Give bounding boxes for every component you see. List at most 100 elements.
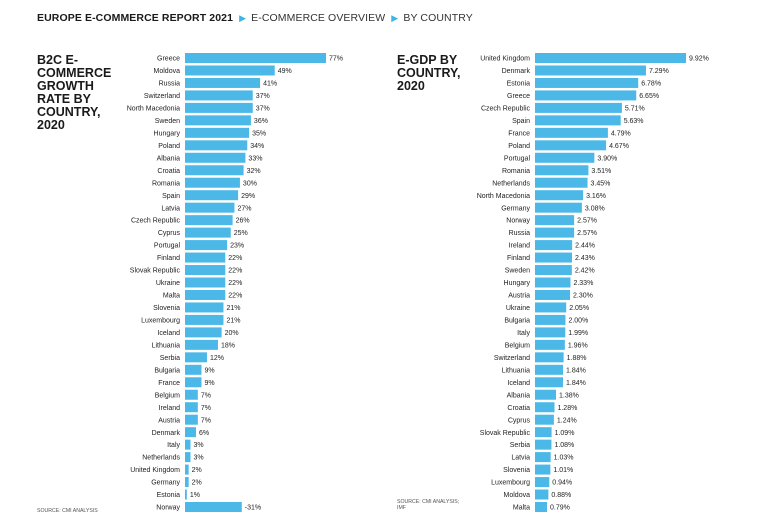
bar: [535, 477, 550, 488]
bar: [185, 314, 224, 325]
value-label: 5.63%: [624, 118, 644, 125]
category-label: France: [508, 130, 530, 137]
category-label: Lithuania: [502, 367, 531, 374]
breadcrumb-by-country[interactable]: BY COUNTRY: [403, 12, 473, 24]
value-label: 22%: [228, 293, 242, 300]
category-label: Greece: [507, 93, 530, 100]
value-label: 2.05%: [569, 305, 589, 312]
bar: [535, 53, 686, 63]
category-label: Luxembourg: [141, 318, 180, 325]
value-label: 2.43%: [575, 255, 595, 262]
chart-title-growth: B2C E-COMMERCE GROWTH RATE BY COUNTRY, 2…: [37, 53, 112, 132]
category-label: Switzerland: [144, 93, 180, 100]
value-label: 0.88%: [551, 492, 571, 499]
value-label: 7%: [201, 417, 211, 424]
bar: [535, 302, 567, 313]
category-label: Iceland: [507, 380, 530, 387]
value-label: 6.78%: [641, 81, 661, 88]
category-label: Ireland: [509, 243, 531, 250]
value-label: 1.24%: [557, 417, 577, 424]
category-label: Bulgaria: [154, 367, 180, 374]
bar: [185, 352, 207, 363]
bar: [535, 277, 571, 288]
value-label: 32%: [247, 168, 261, 175]
category-label: Germany: [501, 205, 530, 212]
category-label: Slovenia: [503, 467, 530, 474]
bar: [535, 402, 555, 413]
bar: [185, 152, 246, 163]
value-label: 18%: [221, 342, 235, 349]
bar: [535, 102, 622, 113]
bar: [535, 352, 564, 363]
category-label: Albania: [157, 155, 180, 162]
value-label: 3.51%: [591, 168, 611, 175]
category-label: United Kingdom: [130, 467, 180, 474]
bar: [185, 464, 189, 475]
value-label: 4.79%: [611, 130, 631, 137]
category-label: Portugal: [504, 155, 531, 162]
category-label: Moldova: [504, 492, 531, 499]
value-label: 1.01%: [553, 467, 573, 474]
value-label: 3.45%: [591, 180, 611, 187]
category-label: Czech Republic: [131, 218, 181, 225]
bar: [185, 90, 253, 101]
value-label: 1.96%: [568, 342, 588, 349]
value-label: 77%: [329, 56, 343, 63]
value-label: 1.38%: [559, 392, 579, 399]
value-label: 1.88%: [567, 355, 587, 362]
category-label: Iceland: [157, 330, 180, 337]
bar: [535, 65, 646, 76]
value-label: 3.16%: [586, 193, 606, 200]
bar: [185, 339, 218, 350]
category-label: Belgium: [505, 342, 530, 349]
bar: [185, 364, 202, 375]
bar: [185, 477, 189, 488]
bar: [185, 127, 250, 138]
bar: [535, 177, 588, 188]
bar: [185, 202, 235, 213]
value-label: 20%: [225, 330, 239, 337]
growth-rate-bar-chart: Greece 77% Moldova 49% Russia 41% Switzerland 3…: [127, 53, 343, 512]
category-label: Bulgaria: [504, 318, 530, 325]
bar: [535, 265, 572, 276]
bar: [185, 252, 226, 263]
value-label: 37%: [256, 93, 270, 100]
value-label: 2%: [192, 467, 202, 474]
value-label: 1%: [190, 492, 200, 499]
egdp-bar-chart: United Kingdom 9.92% Denmark 7.29% Estonia 6.…: [477, 53, 709, 512]
value-label: 22%: [228, 268, 242, 275]
category-label: North Macedonia: [477, 193, 530, 200]
value-label: -31%: [245, 505, 261, 512]
value-label: 3%: [193, 442, 203, 449]
breadcrumb-overview[interactable]: E-COMMERCE OVERVIEW: [251, 12, 386, 24]
category-label: Albania: [507, 392, 530, 399]
bar: [185, 215, 233, 226]
bar: [185, 389, 198, 400]
category-label: Switzerland: [494, 355, 530, 362]
value-label: 12%: [210, 355, 224, 362]
category-label: France: [158, 380, 180, 387]
value-label: 27%: [237, 205, 251, 212]
category-label: Sweden: [505, 268, 530, 275]
value-label: 5.71%: [625, 105, 645, 112]
value-label: 9%: [204, 380, 214, 387]
bar: [185, 240, 228, 251]
category-label: Finland: [157, 255, 180, 262]
category-label: Austria: [508, 293, 530, 300]
category-label: Estonia: [507, 81, 530, 88]
category-label: Ukraine: [506, 305, 530, 312]
value-label: 4.67%: [609, 143, 629, 150]
value-label: 7.29%: [649, 68, 669, 75]
value-label: 26%: [236, 218, 250, 225]
source-note-growth: SOURCE: CMI ANALYSIS: [37, 508, 98, 514]
bar: [535, 152, 595, 163]
category-label: Lithuania: [152, 342, 181, 349]
category-label: Poland: [508, 143, 530, 150]
source-note-egdp: SOURCE: CMI ANALYSIS; IMF: [397, 499, 460, 511]
value-label: 21%: [226, 305, 240, 312]
value-label: 6.65%: [639, 93, 659, 100]
bar: [535, 240, 573, 251]
bar: [185, 77, 261, 88]
value-label: 3%: [193, 455, 203, 462]
breadcrumb-arrow-icon: ▶: [239, 13, 247, 23]
